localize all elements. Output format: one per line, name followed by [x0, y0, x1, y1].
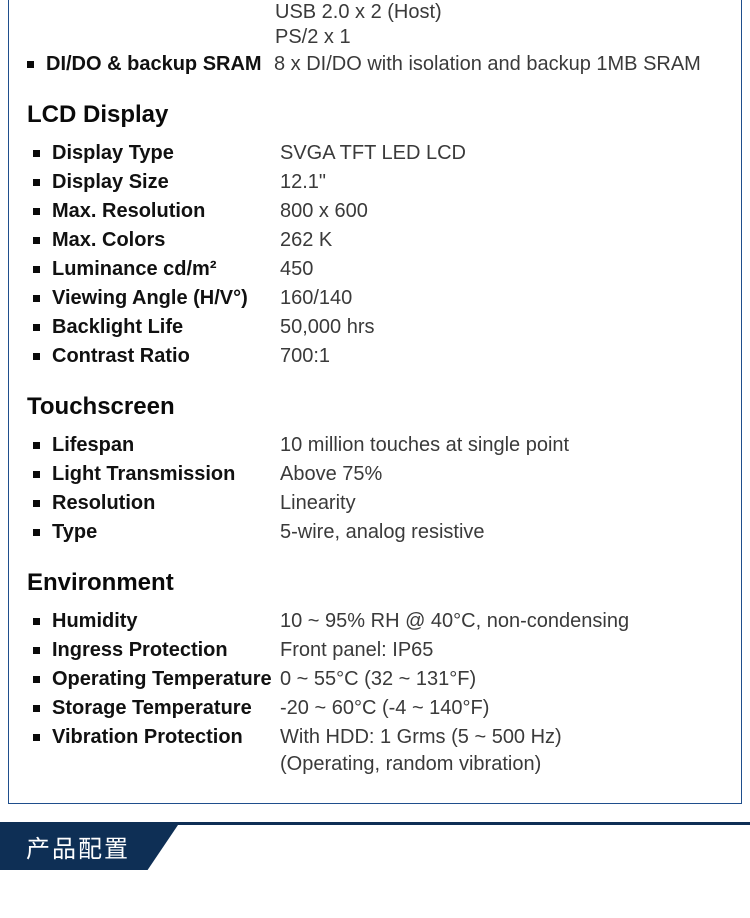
bullet-icon: [33, 295, 40, 302]
spec-row: DI/DO & backup SRAM 8 x DI/DO with isola…: [27, 50, 723, 79]
spec-label: Max. Resolution: [52, 198, 280, 225]
spec-label: Vibration Protection: [52, 724, 280, 751]
spec-value: 12.1": [280, 169, 723, 196]
spec-row: Max. Colors262 K: [33, 226, 723, 255]
continuation-value-line: USB 2.0 x 2 (Host): [275, 0, 723, 25]
spec-row: Luminance cd/m²450: [33, 255, 723, 284]
bullet-icon: [33, 705, 40, 712]
spec-value: 262 K: [280, 227, 723, 254]
spec-value: -20 ~ 60°C (-4 ~ 140°F): [280, 695, 723, 722]
spec-value: 10 million touches at single point: [280, 432, 723, 459]
spec-label: Light Transmission: [52, 461, 280, 488]
spec-label: Ingress Protection: [52, 637, 280, 664]
spec-value: With HDD: 1 Grms (5 ~ 500 Hz) (Operating…: [280, 724, 723, 778]
spec-panel: USB 2.0 x 2 (Host) PS/2 x 1 DI/DO & back…: [8, 0, 742, 804]
bullet-icon: [33, 353, 40, 360]
section-heading: LCD Display: [27, 101, 723, 129]
spec-value: 700:1: [280, 343, 723, 370]
footer-tab: 产品配置: [0, 822, 180, 870]
spec-row: Type5-wire, analog resistive: [33, 518, 723, 547]
spec-label: Type: [52, 519, 280, 546]
section-body: Lifespan10 million touches at single poi…: [27, 431, 723, 547]
spec-label: Contrast Ratio: [52, 343, 280, 370]
bullet-icon: [33, 471, 40, 478]
bullet-icon: [33, 500, 40, 507]
spec-value: 160/140: [280, 285, 723, 312]
spec-label: Viewing Angle (H/V°): [52, 285, 280, 312]
spec-value: Front panel: IP65: [280, 637, 723, 664]
spec-row: Light TransmissionAbove 75%: [33, 460, 723, 489]
spec-value: 10 ~ 95% RH @ 40°C, non-condensing: [280, 608, 723, 635]
spec-value: 800 x 600: [280, 198, 723, 225]
bullet-icon: [33, 442, 40, 449]
spec-label: Luminance cd/m²: [52, 256, 280, 283]
spec-row: ResolutionLinearity: [33, 489, 723, 518]
spec-row: Display TypeSVGA TFT LED LCD: [33, 139, 723, 168]
spec-row: Lifespan10 million touches at single poi…: [33, 431, 723, 460]
footer-strip: 产品配置: [0, 822, 750, 870]
spec-label: Operating Temperature: [52, 666, 280, 693]
bullet-icon: [33, 150, 40, 157]
spec-row: Vibration ProtectionWith HDD: 1 Grms (5 …: [33, 723, 723, 779]
bullet-icon: [33, 618, 40, 625]
spec-row: Max. Resolution800 x 600: [33, 197, 723, 226]
spec-label: Backlight Life: [52, 314, 280, 341]
spec-row: Contrast Ratio700:1: [33, 342, 723, 371]
spec-label: Resolution: [52, 490, 280, 517]
spec-value: Linearity: [280, 490, 723, 517]
spec-value: 5-wire, analog resistive: [280, 519, 723, 546]
spec-label: Storage Temperature: [52, 695, 280, 722]
spec-label: Display Type: [52, 140, 280, 167]
spec-value: 50,000 hrs: [280, 314, 723, 341]
spec-row: Display Size12.1": [33, 168, 723, 197]
spec-label: DI/DO & backup SRAM: [46, 51, 274, 78]
section-body: Humidity10 ~ 95% RH @ 40°C, non-condensi…: [27, 607, 723, 779]
spec-value: 0 ~ 55°C (32 ~ 131°F): [280, 666, 723, 693]
spec-row: Operating Temperature0 ~ 55°C (32 ~ 131°…: [33, 665, 723, 694]
footer-tab-label: 产品配置: [26, 829, 130, 864]
spec-label: Humidity: [52, 608, 280, 635]
bullet-icon: [33, 324, 40, 331]
spec-value: SVGA TFT LED LCD: [280, 140, 723, 167]
spec-value: 8 x DI/DO with isolation and backup 1MB …: [274, 51, 723, 78]
spec-row: Viewing Angle (H/V°)160/140: [33, 284, 723, 313]
bullet-icon: [33, 647, 40, 654]
section-body: Display TypeSVGA TFT LED LCDDisplay Size…: [27, 139, 723, 371]
spec-row: Ingress ProtectionFront panel: IP65: [33, 636, 723, 665]
spec-row: Backlight Life50,000 hrs: [33, 313, 723, 342]
continuation-values: USB 2.0 x 2 (Host) PS/2 x 1: [27, 0, 723, 50]
spec-value: Above 75%: [280, 461, 723, 488]
spec-label: Max. Colors: [52, 227, 280, 254]
bullet-icon: [33, 676, 40, 683]
section-heading: Touchscreen: [27, 393, 723, 421]
bullet-icon: [33, 237, 40, 244]
spec-row: Storage Temperature-20 ~ 60°C (-4 ~ 140°…: [33, 694, 723, 723]
bullet-icon: [33, 529, 40, 536]
spec-value: 450: [280, 256, 723, 283]
section-heading: Environment: [27, 569, 723, 597]
spec-label: Display Size: [52, 169, 280, 196]
bullet-icon: [33, 734, 40, 741]
continuation-value-line: PS/2 x 1: [275, 25, 723, 50]
bullet-icon: [33, 179, 40, 186]
bullet-icon: [33, 266, 40, 273]
bullet-icon: [27, 61, 34, 68]
bullet-icon: [33, 208, 40, 215]
spec-row: Humidity10 ~ 95% RH @ 40°C, non-condensi…: [33, 607, 723, 636]
spec-label: Lifespan: [52, 432, 280, 459]
